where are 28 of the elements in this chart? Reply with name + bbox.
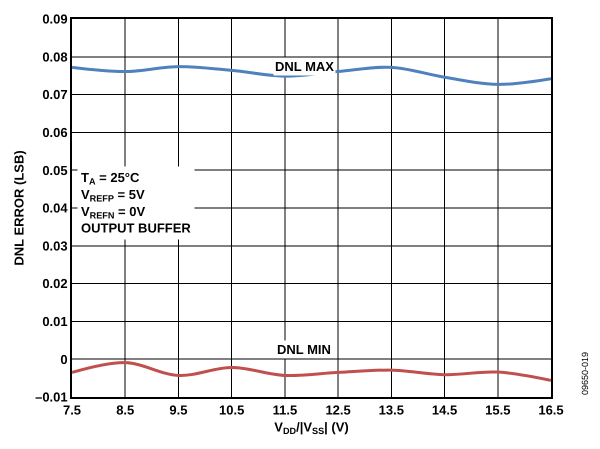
x-tick-label: 15.5 [485,402,510,418]
y-tick-label: 0.01 [42,314,68,329]
x-tick-label: 7.5 [62,402,82,418]
x-axis-title: V$_{DD}$/|V$_{SS}$| (V) [274,419,349,436]
y-tick-label: 0.04 [42,200,68,216]
line-series [72,361,551,382]
y-tick-label: 0 [60,352,68,367]
y-tick-label: 0.09 [42,12,68,27]
x-tick-label: 11.5 [272,402,298,418]
x-tick-label: 12.5 [325,402,351,418]
y-tick-label: 0.06 [42,124,68,140]
x-tick-label: 9.5 [169,402,188,418]
text: 09650-019 [580,352,590,396]
x-tick-label: 10.5 [219,402,244,418]
x-tick-label: 8.5 [116,402,134,418]
y-tick-label: 0.08 [42,49,68,64]
y-tick-label: 0.07 [42,87,68,102]
y-tick-label: 0.03 [42,238,68,254]
series-label: DNL MAX [275,59,334,74]
y-axis-title: DNL ERROR (LSB) [12,150,27,266]
x-tick-label: 16.5 [538,402,564,418]
x-tick-label: 13.5 [378,402,404,418]
series-label: DNL MIN [277,342,331,357]
x-tick-label: 14.5 [432,402,458,418]
y-tick-label: 0.02 [42,276,68,292]
y-tick-label: 0.05 [42,162,68,178]
y-tick-label: –0.01 [35,390,68,405]
text: T$_{A}$ = 25°C V$_{REFP}$ = 5V V$_{REFN}$ = 0V OUTPUT BUFFER [81,170,191,236]
